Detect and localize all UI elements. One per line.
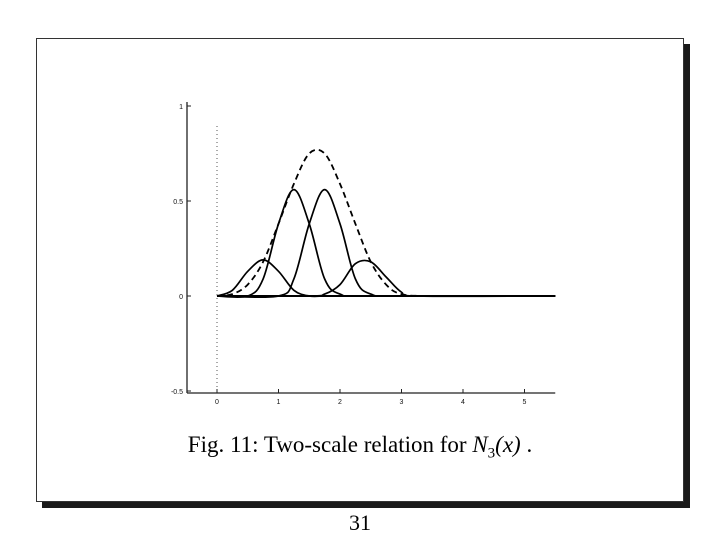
x-tick-label: 4 <box>461 399 465 406</box>
y-tick-label: 0 <box>179 294 183 301</box>
page-number: 31 <box>349 510 371 535</box>
figure-caption: Fig. 11: Two-scale relation for N3(x) . <box>37 432 683 463</box>
series-line-1 <box>216 259 556 298</box>
caption-symbol: N <box>472 432 488 457</box>
caption-argument: (x) <box>495 432 521 457</box>
series-line-3 <box>216 188 556 299</box>
y-tick-label: 0.5 <box>173 199 183 206</box>
plot-curves <box>216 148 556 299</box>
series-line-dashed <box>216 148 556 298</box>
caption-subscript: 3 <box>487 445 496 462</box>
x-tick-label: 1 <box>277 399 281 406</box>
caption-prefix: Fig. 11: Two-scale relation for <box>187 432 473 457</box>
x-tick-label: 0 <box>215 399 219 406</box>
series-line-4 <box>216 259 556 298</box>
x-tick-label: 2 <box>338 399 342 406</box>
figure-plot: 1 0.5 0 -0.5 0 1 2 3 4 5 <box>171 102 556 406</box>
x-tick-label: 5 <box>523 399 527 406</box>
plot-axes: 1 0.5 0 -0.5 0 1 2 3 4 5 <box>171 102 556 406</box>
y-tick-label: -0.5 <box>171 389 183 396</box>
caption-suffix: . <box>520 432 533 457</box>
slide-frame: 1 0.5 0 -0.5 0 1 2 3 4 5 Fig. 11: Two-scale relat… <box>36 38 684 502</box>
series-line-2 <box>216 188 556 299</box>
y-tick-label: 1 <box>179 104 183 111</box>
x-tick-label: 3 <box>400 399 404 406</box>
